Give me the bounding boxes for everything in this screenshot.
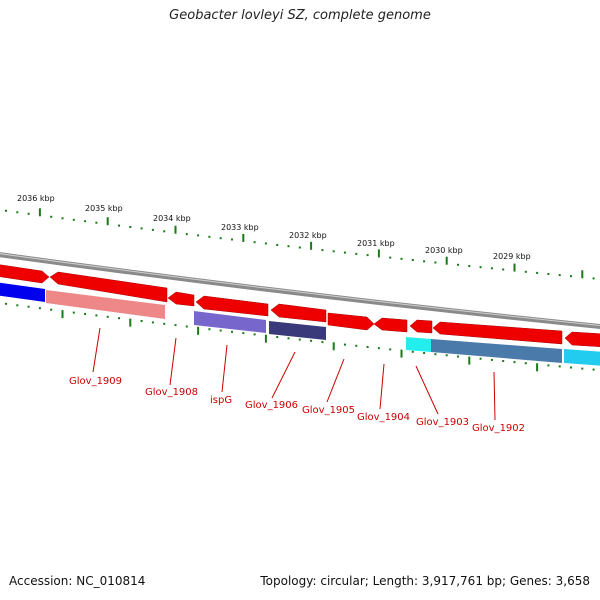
gene-forward-6 [327, 312, 375, 331]
kbp-label-2034: 2034 kbp [153, 214, 191, 223]
gene-forward-5 [270, 303, 327, 323]
forward-strand-genes [0, 264, 600, 347]
gene-forward-1 [0, 264, 50, 284]
callout-glov-1908 [169, 337, 177, 386]
gene-forward-7 [373, 317, 408, 333]
gene-block-cyan-1 [406, 337, 431, 352]
gene-label-glov-1904: Glov_1904 [357, 412, 410, 423]
callout-glov-1903 [415, 365, 439, 415]
gene-block-ispg [194, 311, 266, 333]
kbp-label-2031: 2031 kbp [357, 239, 395, 248]
inner-scale-ticks [5, 302, 595, 372]
kbp-labels: 2036 kbp 2035 kbp 2034 kbp 2033 kbp 2032… [17, 194, 531, 261]
kbp-label-2030: 2030 kbp [425, 246, 463, 255]
callout-glov-1906 [271, 351, 296, 399]
callout-lines [92, 327, 496, 421]
gene-block-glov-1906 [269, 321, 326, 340]
gene-forward-10 [564, 331, 600, 347]
gene-label-glov-1906: Glov_1906 [245, 400, 298, 411]
kbp-label-2033: 2033 kbp [221, 223, 259, 232]
accession-text: Accession: NC_010814 [9, 574, 146, 588]
gene-forward-4 [195, 295, 269, 317]
gene-block-glov-1909 [46, 290, 165, 319]
callout-glov-1902 [493, 371, 496, 421]
gene-forward-3 [167, 291, 195, 307]
gene-forward-8 [409, 319, 433, 334]
gene-label-glov-1903: Glov_1903 [416, 417, 469, 428]
gene-label-glov-1905: Glov_1905 [302, 405, 355, 416]
callout-glov-1904 [379, 363, 385, 410]
kbp-label-2029: 2029 kbp [493, 252, 531, 261]
kbp-label-2032: 2032 kbp [289, 231, 327, 240]
kbp-label-2035: 2035 kbp [85, 204, 123, 213]
gene-label-glov-1908: Glov_1908 [145, 387, 198, 398]
gene-label-glov-1909: Glov_1909 [69, 376, 122, 387]
reverse-strand-genes [0, 282, 600, 366]
gene-block-cyan-2 [564, 349, 600, 366]
genome-backbone-highlight [0, 253, 600, 326]
gene-labels: Glov_1909 Glov_1908 ispG Glov_1906 Glov_… [69, 376, 525, 434]
kbp-label-2036: 2036 kbp [17, 194, 55, 203]
gene-block-glov-1903 [431, 339, 562, 363]
callout-ispg [221, 344, 228, 393]
gene-block-blue [0, 282, 45, 302]
gene-label-glov-1902: Glov_1902 [472, 423, 525, 434]
callout-glov-1905 [326, 358, 345, 403]
gene-label-ispg: ispG [210, 395, 232, 406]
genome-summary-text: Topology: circular; Length: 3,917,761 bp… [260, 574, 590, 588]
outer-scale-ticks [5, 208, 595, 280]
callout-glov-1909 [92, 327, 101, 373]
gene-forward-9 [432, 321, 563, 345]
gene-forward-2 [49, 271, 168, 303]
genome-backbone [0, 252, 600, 330]
map-title: Geobacter lovleyi SZ, complete genome [169, 8, 431, 23]
